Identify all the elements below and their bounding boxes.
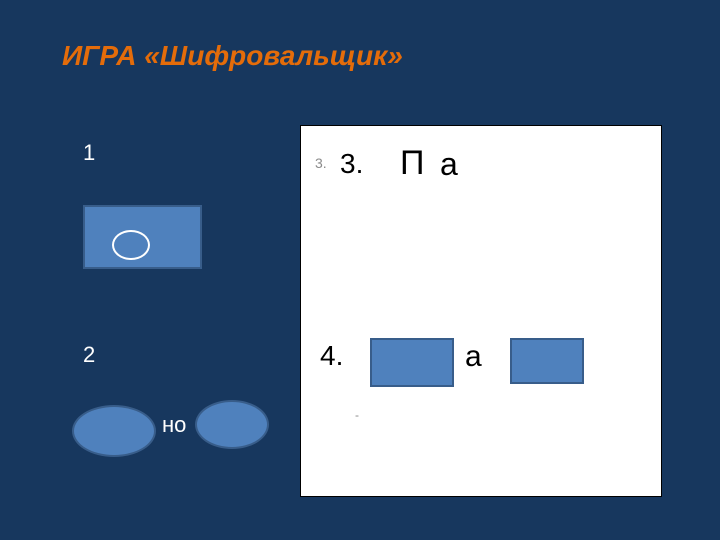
panel-3-letter-2: а <box>440 146 458 183</box>
left-oval-2a <box>72 405 156 457</box>
left-mid-text: но <box>162 412 186 438</box>
panel-4-rect-1 <box>370 338 454 387</box>
panel-4-rect-2 <box>510 338 584 384</box>
panel-3-small-num: 3. <box>315 155 327 171</box>
left-number-2: 2 <box>83 342 95 368</box>
slide-root: ИГРА «Шифровальщик» 1 2 но 3. 3. П а 4. … <box>0 0 720 540</box>
left-number-1: 1 <box>83 140 95 166</box>
panel-4-small-mark: - <box>355 408 359 422</box>
slide-title: ИГРА «Шифровальщик» <box>62 40 403 72</box>
panel-3-num: 3. <box>340 148 363 180</box>
left-oval-inside-rect-1 <box>112 230 150 260</box>
right-panel <box>300 125 662 497</box>
panel-3-letter-1: П <box>400 144 424 183</box>
panel-4-letter: а <box>465 340 482 374</box>
left-oval-2b <box>195 400 269 449</box>
panel-4-num: 4. <box>320 340 343 372</box>
